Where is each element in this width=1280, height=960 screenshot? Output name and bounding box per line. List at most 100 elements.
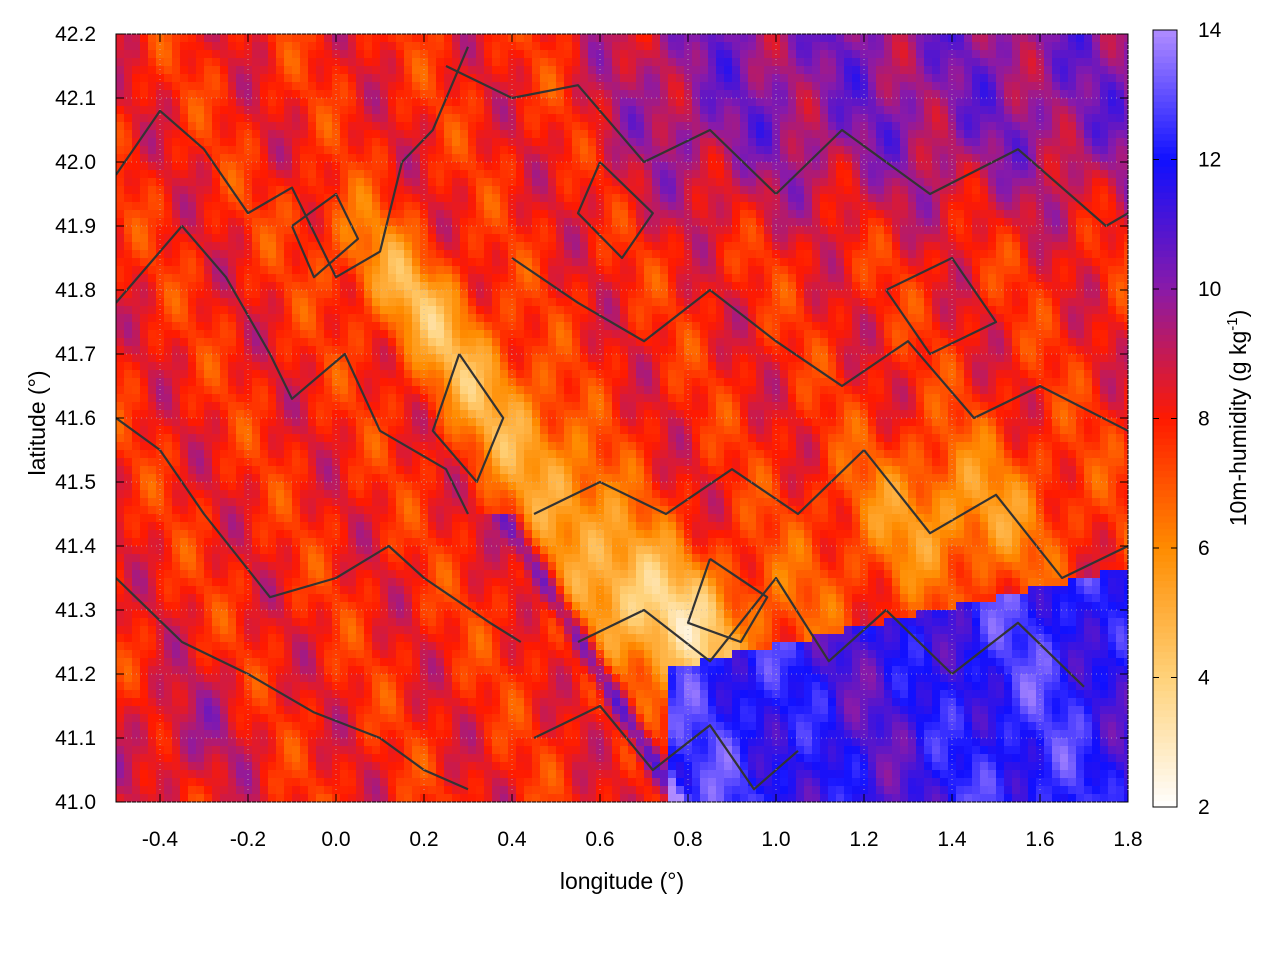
y-tick-label: 41.6 bbox=[55, 407, 96, 430]
colorbar-segment bbox=[1153, 146, 1177, 154]
y-axis: 41.0 41.1 41.2 41.3 41.4 41.5 41.6 41.7 41.8 41.9… bbox=[55, 23, 1128, 814]
colorbar-segment bbox=[1153, 412, 1177, 420]
plot-area bbox=[116, 34, 1128, 802]
colorbar-segment bbox=[1153, 651, 1177, 659]
colorbar-segment bbox=[1153, 709, 1177, 717]
colorbar-segment bbox=[1153, 755, 1177, 763]
colorbar-segment bbox=[1153, 289, 1177, 297]
colorbar-segment bbox=[1153, 703, 1177, 711]
colorbar-segment bbox=[1153, 250, 1177, 258]
colorbar-segment bbox=[1153, 696, 1177, 704]
colorbar-segment bbox=[1153, 55, 1177, 63]
colorbar-segment bbox=[1153, 522, 1177, 530]
colorbar-segment bbox=[1153, 327, 1177, 335]
y-axis-label: latitude (°) bbox=[24, 370, 50, 475]
colorbar-segment bbox=[1153, 399, 1177, 407]
x-tick-label: 0.2 bbox=[409, 828, 438, 851]
colorbar-segment bbox=[1153, 787, 1177, 795]
colorbar-tick-label: 14 bbox=[1198, 19, 1222, 42]
colorbar-segment bbox=[1153, 276, 1177, 284]
colorbar-segment bbox=[1153, 81, 1177, 89]
colorbar-segment bbox=[1153, 373, 1177, 381]
contour-line-0 bbox=[116, 46, 470, 279]
colorbar-segment bbox=[1153, 133, 1177, 141]
colorbar-segment bbox=[1153, 528, 1177, 536]
x-tick-label: -0.4 bbox=[142, 828, 179, 851]
colorbar-segment bbox=[1153, 437, 1177, 445]
colorbar-tick-label: 12 bbox=[1198, 149, 1221, 172]
y-tick-label: 41.9 bbox=[55, 215, 96, 238]
colorbar-segment bbox=[1153, 49, 1177, 57]
colorbar-segment bbox=[1153, 178, 1177, 186]
contour-line-7 bbox=[577, 576, 1085, 688]
y-tick-label: 41.3 bbox=[55, 599, 96, 622]
colorbar-segment bbox=[1153, 334, 1177, 342]
x-tick-label: -0.2 bbox=[230, 828, 266, 851]
colorbar-segment bbox=[1153, 664, 1177, 672]
colorbar-segment bbox=[1153, 295, 1177, 303]
colorbar-segment bbox=[1153, 301, 1177, 310]
colorbar-segment bbox=[1153, 496, 1177, 504]
colorbar-segment bbox=[1153, 768, 1177, 776]
y-tick-label: 41.8 bbox=[55, 279, 96, 302]
y-tick-label: 42.1 bbox=[55, 87, 96, 110]
colorbar-segment bbox=[1153, 735, 1177, 743]
colorbar-segment bbox=[1153, 347, 1177, 355]
colorbar-segment bbox=[1153, 470, 1177, 478]
colorbar-segment bbox=[1153, 107, 1177, 115]
colorbar-segment bbox=[1153, 185, 1177, 193]
colorbar-segment bbox=[1153, 386, 1177, 394]
colorbar-segment bbox=[1153, 509, 1177, 517]
y-tick-label: 41.5 bbox=[55, 471, 96, 494]
colorbar-segment bbox=[1153, 140, 1177, 148]
colorbar-segment bbox=[1153, 671, 1177, 679]
colorbar-segment bbox=[1153, 463, 1177, 471]
colorbar-segment bbox=[1153, 729, 1177, 737]
colorbar-segment bbox=[1153, 62, 1177, 70]
contour-line-13 bbox=[576, 161, 654, 260]
colorbar-segment bbox=[1153, 515, 1177, 523]
colorbar-segment bbox=[1153, 748, 1177, 756]
colorbar-segment bbox=[1153, 366, 1177, 374]
colorbar-segment bbox=[1153, 340, 1177, 348]
colorbar-segment bbox=[1153, 541, 1177, 549]
colorbar-segment bbox=[1153, 619, 1177, 627]
y-tick-label: 41.1 bbox=[55, 727, 96, 750]
colorbar-segment bbox=[1153, 379, 1177, 387]
colorbar-tick-label: 8 bbox=[1198, 408, 1210, 431]
colorbar-segment bbox=[1153, 444, 1177, 452]
colorbar-segment bbox=[1153, 554, 1177, 562]
colorbar-segment bbox=[1153, 224, 1177, 232]
x-tick-label: 0.0 bbox=[321, 828, 350, 851]
colorbar-segment bbox=[1153, 392, 1177, 400]
colorbar-tick-label: 2 bbox=[1198, 796, 1210, 819]
colorbar-segment bbox=[1153, 638, 1177, 646]
colorbar-segment bbox=[1153, 237, 1177, 245]
colorbar-segment bbox=[1153, 489, 1177, 497]
colorbar-segment bbox=[1153, 256, 1177, 264]
colorbar-tick-label: 6 bbox=[1198, 537, 1210, 560]
y-tick-label: 42.0 bbox=[55, 151, 96, 174]
colorbar-segment bbox=[1153, 172, 1177, 180]
colorbar-segment bbox=[1153, 761, 1177, 769]
contour-line-10 bbox=[686, 557, 769, 644]
colorbar-segment bbox=[1153, 612, 1177, 620]
x-tick-label: 1.6 bbox=[1025, 828, 1054, 851]
colorbar-segment bbox=[1153, 321, 1177, 329]
contour-line-1 bbox=[116, 224, 469, 515]
colorbar-segment bbox=[1153, 593, 1177, 601]
colorbar-segment bbox=[1153, 606, 1177, 614]
colorbar-tick-label: 10 bbox=[1198, 278, 1221, 301]
contour-line-5 bbox=[511, 257, 1128, 432]
colorbar-segment bbox=[1153, 424, 1177, 433]
colorbar-segment bbox=[1153, 580, 1177, 588]
x-tick-label: 0.4 bbox=[497, 828, 527, 851]
colorbar-segment bbox=[1153, 431, 1177, 439]
colorbar-segment bbox=[1153, 120, 1177, 128]
colorbar-segment bbox=[1153, 794, 1177, 802]
colorbar-segment bbox=[1153, 42, 1177, 51]
colorbar-segment bbox=[1153, 94, 1177, 102]
x-axis-label: longitude (°) bbox=[560, 868, 684, 894]
contour-line-8 bbox=[533, 704, 799, 791]
colorbar-segment bbox=[1153, 353, 1177, 361]
